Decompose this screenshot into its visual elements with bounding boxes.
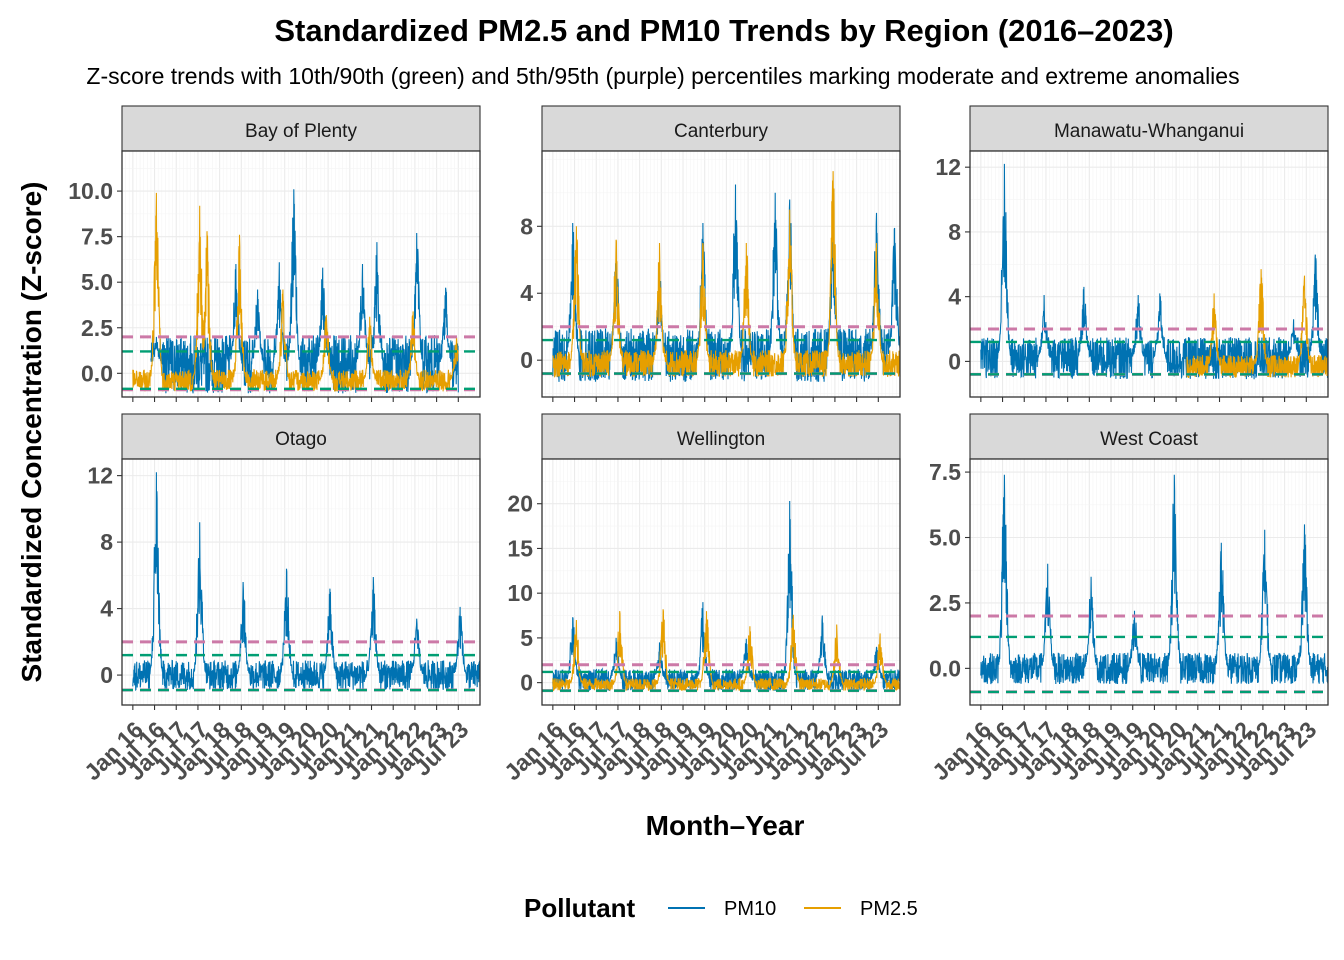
panel-border (541, 150, 901, 398)
panel-manawatu-whanganui: Manawatu-Whanganui 0 4 8 12 (935, 105, 1329, 402)
series-pm10 (980, 474, 1329, 685)
strip (541, 413, 901, 460)
legend-label-pm25: PM2.5 (860, 898, 918, 920)
strip-label: Otago (275, 429, 327, 450)
y-tick-label: 20 (507, 491, 533, 517)
strip-label: Bay of Plenty (245, 121, 357, 142)
y-tick-label: 0 (100, 662, 113, 688)
y-tick-label: 5.0 (81, 269, 113, 295)
y-tick-label: 2.5 (929, 590, 961, 616)
y-tick-label: 4 (520, 280, 533, 306)
panel-border (969, 150, 1329, 398)
y-tick-label: 12 (87, 463, 113, 489)
strip (969, 105, 1329, 152)
strip-label: West Coast (1100, 429, 1199, 450)
y-tick-label: 0 (948, 348, 961, 374)
y-tick-label: 0 (520, 347, 533, 373)
series-pm10 (150, 189, 459, 394)
strip (121, 413, 481, 460)
legend: Pollutant PM10 PM2.5 (524, 893, 918, 923)
y-tick-label: 8 (948, 219, 961, 245)
y-tick-label: 0.0 (81, 360, 113, 386)
y-tick-label: 4 (100, 596, 113, 622)
series-pm10 (552, 500, 901, 692)
legend-title: Pollutant (524, 893, 636, 923)
y-tick-label: 0.0 (929, 655, 961, 681)
y-tick-label: 2.5 (81, 315, 113, 341)
panel-border (969, 458, 1329, 706)
y-tick-label: 10.0 (68, 178, 113, 204)
panel-border (121, 458, 481, 706)
strip-label: Manawatu-Whanganui (1054, 121, 1244, 142)
series-pm10 (132, 472, 481, 692)
strip-label: Wellington (677, 429, 765, 450)
y-tick-label: 5 (520, 625, 533, 651)
strip-label: Canterbury (674, 121, 768, 142)
strip (969, 413, 1329, 460)
y-tick-label: 8 (520, 213, 533, 239)
x-axis-title: Month–Year (646, 810, 805, 841)
y-tick-label: 15 (507, 535, 533, 561)
y-tick-label: 0 (520, 670, 533, 696)
legend-label-pm10: PM10 (724, 898, 776, 920)
y-axis-title: Standardized Concentration (Z-score) (16, 182, 47, 683)
series-pm25 (552, 171, 901, 378)
panel-border (541, 458, 901, 706)
panel-bay-of-plenty: Bay of Plenty 0.0 2.5 5.0 7.5 10.0 (68, 105, 481, 402)
chart-title: Standardized PM2.5 and PM10 Trends by Re… (274, 13, 1173, 48)
y-tick-label: 12 (935, 154, 961, 180)
strip (121, 105, 481, 152)
series-pm25 (1186, 269, 1329, 379)
strip (541, 105, 901, 152)
y-tick-label: 7.5 (81, 224, 113, 250)
facet-panels: Bay of Plenty 0.0 2.5 5.0 7.5 10.0 Canterbury 0… (68, 105, 1329, 785)
panel-border (121, 150, 481, 398)
y-tick-label: 7.5 (929, 459, 961, 485)
y-tick-label: 8 (100, 529, 113, 555)
panel-canterbury: Canterbury 0 4 8 (520, 105, 901, 402)
y-tick-label: 4 (948, 284, 961, 310)
chart-subtitle: Z-score trends with 10th/90th (green) an… (86, 63, 1239, 89)
series-pm25 (132, 192, 459, 392)
y-tick-label: 10 (507, 580, 533, 606)
y-tick-label: 5.0 (929, 525, 961, 551)
series-pm25 (552, 609, 901, 693)
